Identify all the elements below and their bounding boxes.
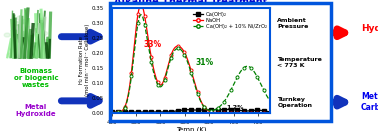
Text: 31%: 31% <box>195 58 214 67</box>
Ellipse shape <box>4 33 10 37</box>
Ca(OH)₂ + 10% Ni/ZrO₂ <box>215 107 220 109</box>
NaOH <box>229 112 234 113</box>
Text: Metal
Carbonates: Metal Carbonates <box>361 92 378 112</box>
Text: Biomass
or biogenic
wastes: Biomass or biogenic wastes <box>14 68 58 88</box>
Ca(OH)₂ + 10% Ni/ZrO₂ <box>150 67 155 69</box>
Text: 33%: 33% <box>144 40 162 49</box>
Ca(OH)₂ <box>268 111 273 113</box>
Ellipse shape <box>18 20 24 24</box>
NaOH <box>215 112 220 113</box>
Ellipse shape <box>31 43 36 47</box>
Ellipse shape <box>13 21 19 26</box>
Text: Ambient
Pressure: Ambient Pressure <box>277 18 309 29</box>
Ellipse shape <box>20 20 26 24</box>
NaOH <box>137 6 142 7</box>
Ellipse shape <box>22 20 28 24</box>
Ellipse shape <box>35 33 41 37</box>
Line: Ca(OH)₂: Ca(OH)₂ <box>110 108 272 114</box>
Y-axis label: H₂ Formation Rate
(mol min⁻¹ mol⁻¹ Cellulose): H₂ Formation Rate (mol min⁻¹ mol⁻¹ Cellu… <box>79 24 90 96</box>
Ca(OH)₂ + 10% Ni/ZrO₂ <box>139 14 143 15</box>
NaOH <box>181 50 186 52</box>
Ca(OH)₂ <box>150 111 155 113</box>
Text: 1.2%: 1.2% <box>226 105 244 110</box>
Ca(OH)₂ + 10% Ni/ZrO₂ <box>203 107 208 109</box>
Ca(OH)₂ + 10% Ni/ZrO₂ <box>229 88 234 90</box>
Ca(OH)₂ <box>229 109 234 110</box>
Ca(OH)₂ + 10% Ni/ZrO₂ <box>181 52 186 54</box>
Ellipse shape <box>35 34 41 38</box>
Ellipse shape <box>7 53 13 57</box>
Ellipse shape <box>39 51 45 55</box>
Ca(OH)₂ <box>181 109 186 111</box>
Ca(OH)₂ <box>215 109 220 111</box>
NaOH <box>109 112 114 113</box>
Ellipse shape <box>25 30 31 34</box>
Title: Alkaline Thermal Treatment: Alkaline Thermal Treatment <box>114 0 268 7</box>
Text: Hydrogen: Hydrogen <box>361 24 378 33</box>
NaOH <box>150 63 155 65</box>
Ca(OH)₂ <box>225 109 229 110</box>
Ellipse shape <box>17 16 23 20</box>
Text: Turnkey
Operation: Turnkey Operation <box>277 97 313 108</box>
Ca(OH)₂ + 10% Ni/ZrO₂ <box>268 100 273 102</box>
Text: Temperature
< 773 K: Temperature < 773 K <box>277 58 322 68</box>
Legend: Ca(OH)₂, NaOH, Ca(OH)₂ + 10% Ni/ZrO₂: Ca(OH)₂, NaOH, Ca(OH)₂ + 10% Ni/ZrO₂ <box>192 10 268 30</box>
Ellipse shape <box>16 54 22 58</box>
Ca(OH)₂ <box>109 111 114 113</box>
Line: NaOH: NaOH <box>110 3 272 114</box>
Ca(OH)₂ <box>137 111 142 113</box>
Ca(OH)₂ + 10% Ni/ZrO₂ <box>137 16 142 17</box>
Ellipse shape <box>42 31 48 35</box>
Text: Metal
Hydroxide: Metal Hydroxide <box>15 103 56 117</box>
NaOH <box>139 4 143 5</box>
X-axis label: Temp (K): Temp (K) <box>175 127 206 131</box>
Line: Ca(OH)₂ + 10% Ni/ZrO₂: Ca(OH)₂ + 10% Ni/ZrO₂ <box>110 13 272 114</box>
NaOH <box>268 112 273 113</box>
NaOH <box>203 108 208 109</box>
Ca(OH)₂ <box>203 109 208 111</box>
Ca(OH)₂ + 10% Ni/ZrO₂ <box>109 112 114 113</box>
Ellipse shape <box>34 40 40 44</box>
